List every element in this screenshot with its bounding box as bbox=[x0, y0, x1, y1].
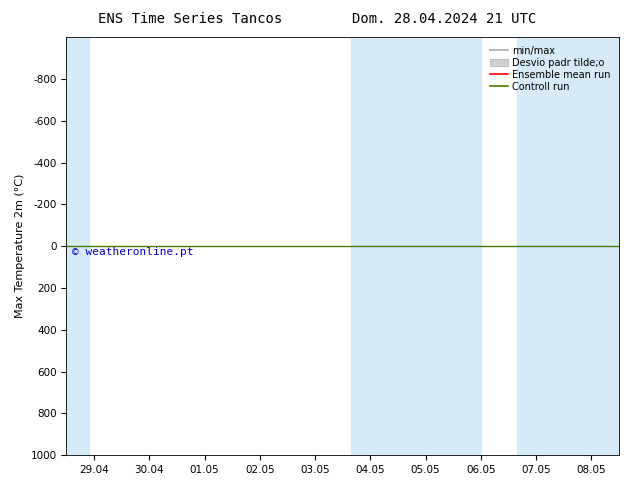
Y-axis label: Max Temperature 2m (°C): Max Temperature 2m (°C) bbox=[15, 174, 25, 318]
Bar bbox=[67, 37, 89, 455]
Legend: min/max, Desvio padr tilde;o, Ensemble mean run, Controll run: min/max, Desvio padr tilde;o, Ensemble m… bbox=[486, 42, 614, 96]
Bar bbox=[351, 37, 481, 455]
Bar bbox=[517, 37, 619, 455]
Text: Dom. 28.04.2024 21 UTC: Dom. 28.04.2024 21 UTC bbox=[352, 12, 536, 26]
Text: ENS Time Series Tancos: ENS Time Series Tancos bbox=[98, 12, 282, 26]
Text: © weatheronline.pt: © weatheronline.pt bbox=[72, 247, 193, 257]
